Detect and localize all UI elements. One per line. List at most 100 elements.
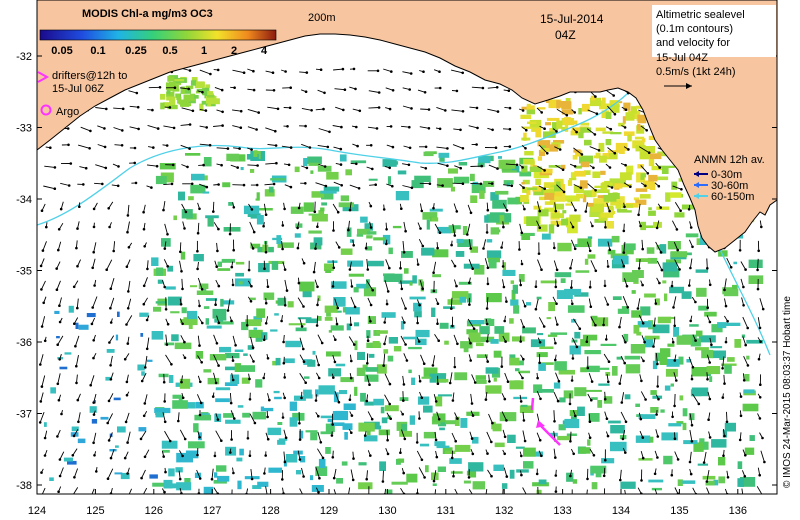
chl-patch <box>169 97 176 106</box>
velocity-arrow <box>367 126 378 129</box>
chl-patch <box>520 195 529 202</box>
chl-patch <box>448 225 461 230</box>
velocity-arrowhead <box>725 420 729 424</box>
velocity-arrowhead <box>385 228 388 231</box>
velocity-arrowhead <box>75 246 78 250</box>
chl-patch <box>498 332 510 342</box>
chl-patch <box>589 211 603 217</box>
chl-patch <box>423 405 433 413</box>
velocity-arrowhead <box>592 166 595 170</box>
velocity-arrowhead <box>242 71 246 74</box>
velocity-arrowhead <box>485 307 489 310</box>
velocity-arrowhead <box>352 244 356 247</box>
chl-patch <box>166 91 175 98</box>
velocity-arrowhead <box>656 362 659 366</box>
velocity-arrowhead <box>92 250 95 254</box>
velocity-arrowhead <box>134 181 138 185</box>
velocity-arrowhead <box>158 86 162 89</box>
velocity-arrowhead <box>510 184 514 188</box>
velocity-arrow <box>501 411 507 421</box>
anmn-legend-label: 30-60m <box>711 180 748 192</box>
velocity-arrowhead <box>340 184 344 187</box>
chl-patch <box>437 226 451 234</box>
velocity-arrowhead <box>388 402 392 406</box>
velocity-arrowhead <box>451 324 454 328</box>
chl-patch <box>661 432 678 441</box>
velocity-arrowhead <box>624 451 627 454</box>
velocity-arrowhead <box>55 288 59 292</box>
chl-patch <box>173 79 185 82</box>
velocity-arrowhead <box>215 265 218 269</box>
velocity-arrowhead <box>538 361 541 365</box>
velocity-arrowhead <box>536 376 539 380</box>
velocity-arrowhead <box>588 420 592 424</box>
chl-patch <box>536 489 542 494</box>
velocity-arrowhead <box>408 88 412 91</box>
chl-patch <box>365 246 373 251</box>
velocity-arrowhead <box>542 325 546 328</box>
velocity-arrowhead <box>538 438 542 442</box>
velocity-arrowhead <box>680 188 683 191</box>
velocity-arrowhead <box>594 323 597 327</box>
velocity-arrowhead <box>401 412 405 416</box>
chl-patch <box>554 185 561 192</box>
chl-patch <box>215 318 227 321</box>
velocity-arrow <box>42 241 47 251</box>
velocity-arrowhead <box>586 477 589 481</box>
chl-patch <box>56 336 60 339</box>
velocity-arrow <box>556 108 568 116</box>
velocity-arrow <box>315 182 327 187</box>
velocity-arrowhead <box>593 133 597 136</box>
chl-patch <box>652 360 658 370</box>
velocity-arrowhead <box>450 243 453 247</box>
chl-patch <box>341 461 348 466</box>
chl-patch <box>172 394 181 399</box>
chl-patch <box>168 375 174 383</box>
velocity-arrowhead <box>556 323 559 326</box>
velocity-arrowhead <box>76 227 79 230</box>
velocity-arrow <box>760 450 765 463</box>
chl-patch <box>512 336 525 342</box>
velocity-arrowhead <box>74 344 77 348</box>
velocity-arrowhead <box>410 107 413 110</box>
chl-patch <box>581 103 590 112</box>
velocity-arrowhead <box>555 130 558 133</box>
velocity-arrowhead <box>285 289 289 292</box>
velocity-arrowhead <box>165 343 169 346</box>
velocity-arrowhead <box>422 70 425 73</box>
velocity-arrowhead <box>435 455 439 459</box>
velocity-arrowhead <box>588 436 592 440</box>
chl-patch <box>548 302 555 312</box>
chl-patch <box>737 478 744 487</box>
velocity-arrowhead <box>162 208 165 212</box>
velocity-arrow <box>453 334 458 344</box>
velocity-arrow <box>299 337 304 350</box>
chl-patch <box>522 327 536 334</box>
velocity-arrow <box>487 108 499 113</box>
velocity-arrowhead <box>375 127 379 130</box>
chl-patch <box>184 478 191 485</box>
lon-tick-label: 133 <box>553 505 571 517</box>
velocity-arrowhead <box>354 87 357 91</box>
velocity-arrowhead <box>543 127 546 130</box>
velocity-arrowhead <box>45 225 48 229</box>
velocity-arrow <box>621 392 625 403</box>
chl-patch <box>303 394 313 399</box>
velocity-arrowhead <box>627 148 630 151</box>
velocity-arrow <box>56 280 61 290</box>
velocity-arrowhead <box>613 151 617 155</box>
velocity-arrowhead <box>163 247 167 250</box>
velocity-arrow <box>334 88 345 91</box>
velocity-arrowhead <box>349 323 353 327</box>
chl-patch <box>190 184 206 194</box>
chl-patch <box>639 194 651 199</box>
velocity-arrow <box>588 298 592 307</box>
chl-patch <box>634 136 645 140</box>
velocity-arrowhead <box>656 385 659 388</box>
map-time: 04Z <box>555 28 576 42</box>
velocity-arrowhead <box>56 382 60 386</box>
chl-patch <box>626 165 634 175</box>
velocity-arrowhead <box>554 358 557 362</box>
velocity-arrowhead <box>744 453 747 457</box>
velocity-arrowhead <box>39 264 43 268</box>
